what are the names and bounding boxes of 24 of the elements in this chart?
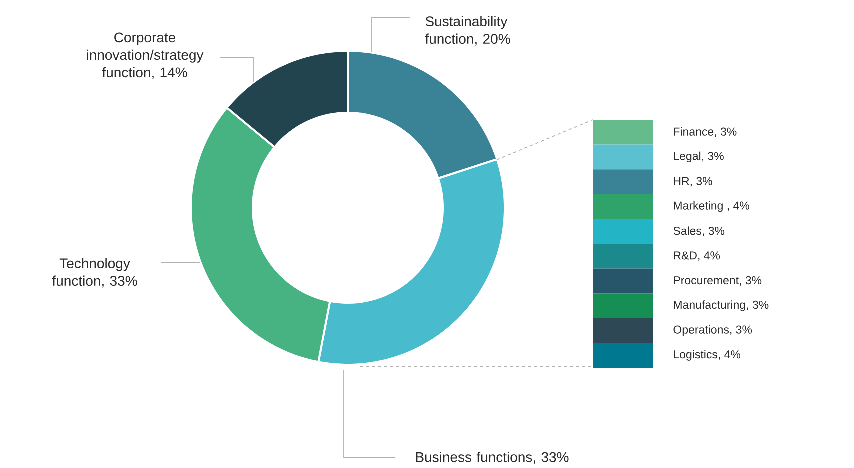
data-label: , 3% [690,177,712,187]
data-label: , 3% [702,152,724,162]
data-label: , 3% [703,226,725,236]
category-label: Marketing [674,201,723,212]
data-label: , 3% [715,128,737,138]
category-label: Sales [674,226,702,236]
data-label: , 3% [740,276,762,286]
data-label: , 3% [730,326,752,336]
category-label: Procurement [674,276,739,285]
category-label: Logistics [674,350,718,361]
slice-label: Corporate innovation/strategy function, 14% [87,32,204,80]
data-label: , 3% [747,300,769,310]
category-label: R&D [674,252,697,260]
slice-label: Business functions, 33% [416,452,569,464]
data-label: , 4% [698,252,720,262]
slice-label: Technology function, 33% [52,258,138,288]
category-label: HR [674,177,690,186]
category-label: Operations [674,325,730,336]
data-label: , 4% [718,350,741,360]
slice-label: Sustainability function, 20% [425,16,510,46]
category-label: Finance [674,127,714,136]
data-label: , 4% [728,202,750,212]
category-label: Legal [674,152,701,163]
category-label: Manufacturing [674,300,746,312]
